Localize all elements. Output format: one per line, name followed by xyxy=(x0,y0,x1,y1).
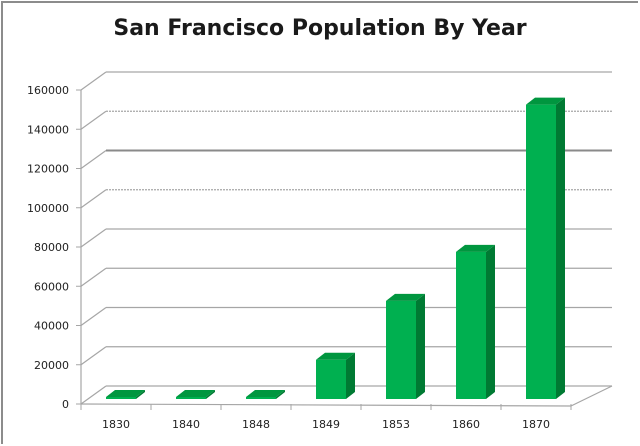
chart-title: San Francisco Population By Year xyxy=(113,16,527,41)
bar-front xyxy=(526,104,556,399)
bar-front xyxy=(176,397,206,399)
y-tick-label: 60000 xyxy=(34,280,69,293)
bar-top xyxy=(386,293,425,301)
bar-top xyxy=(106,390,145,397)
x-tick-label: 1848 xyxy=(242,418,270,431)
bar-side xyxy=(486,244,495,399)
gridline-160000 xyxy=(80,71,612,91)
bar-1849 xyxy=(316,352,355,399)
bar-1860 xyxy=(456,244,495,399)
y-tick-label: 40000 xyxy=(34,320,69,333)
bar-1830 xyxy=(106,390,145,399)
bar-side xyxy=(136,390,145,399)
x-tick-label: 1860 xyxy=(452,418,480,431)
bar-1848 xyxy=(246,390,285,399)
bar-top xyxy=(456,244,495,252)
bar-front xyxy=(246,397,276,399)
bar-top xyxy=(316,352,355,360)
y-tick-label: 80000 xyxy=(34,241,69,254)
bar-top xyxy=(176,390,215,397)
y-tick-label: 20000 xyxy=(34,359,69,372)
y-tick-label: 100000 xyxy=(27,202,69,215)
bar-top xyxy=(526,97,565,105)
bar-1840 xyxy=(176,390,215,399)
bar-1870 xyxy=(526,97,565,399)
y-tick-label: 120000 xyxy=(27,163,69,176)
bar-front xyxy=(316,359,346,399)
x-axis xyxy=(80,403,572,407)
bar-front xyxy=(106,397,136,399)
bar-side xyxy=(346,352,355,399)
y-tick-label: 160000 xyxy=(27,84,69,97)
bar-1853 xyxy=(386,293,425,399)
bar-side xyxy=(556,97,565,399)
x-tick-label: 1870 xyxy=(522,418,550,431)
y-tick-label: 0 xyxy=(62,398,69,411)
x-tick-label: 1830 xyxy=(102,418,130,431)
bar-side xyxy=(206,390,215,399)
x-tick-label: 1840 xyxy=(172,418,200,431)
bar-top xyxy=(246,390,285,397)
x-tick-label: 1853 xyxy=(382,418,410,431)
bar-front xyxy=(386,300,416,399)
bar-side xyxy=(276,390,285,399)
floor-right-edge xyxy=(570,385,613,407)
y-tick-label: 140000 xyxy=(27,123,69,136)
bar-front xyxy=(456,251,486,399)
x-tick-label: 1849 xyxy=(312,418,340,431)
bar-side xyxy=(416,293,425,399)
